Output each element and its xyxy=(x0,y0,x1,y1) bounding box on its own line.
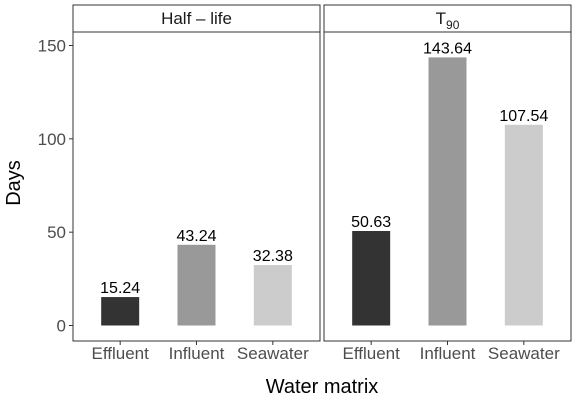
data-label: 43.24 xyxy=(176,228,216,245)
data-label: 143.64 xyxy=(423,40,472,57)
x-tick-label: Effluent xyxy=(343,344,401,363)
x-axis-title: Water matrix xyxy=(266,376,379,398)
x-tick-label: Seawater xyxy=(488,344,560,363)
bar-influent xyxy=(177,244,216,326)
panel-title-half-life: Half – life xyxy=(161,9,232,28)
data-label: 107.54 xyxy=(499,108,548,125)
y-tick-labels: 0 50 100 150 xyxy=(38,37,66,336)
data-label: 32.38 xyxy=(253,248,293,265)
x-tick-label: Influent xyxy=(169,344,225,363)
bar-influent xyxy=(428,57,467,326)
panel-half-life-x-ticks: Effluent Influent Seawater xyxy=(92,341,309,363)
bar-seawater xyxy=(504,124,543,326)
bar-effluent xyxy=(101,297,140,326)
panel-strip-t90 xyxy=(323,4,572,33)
data-label: 50.63 xyxy=(351,214,391,231)
y-tick-marks xyxy=(69,45,73,326)
bar-effluent xyxy=(352,230,391,326)
bar-seawater xyxy=(253,265,292,326)
x-tick-label: Influent xyxy=(420,344,476,363)
panel-half-life: Half – life 15.24 43.24 32.38 Effluent Infl… xyxy=(72,4,321,363)
y-tick-label: 0 xyxy=(57,317,66,336)
panel-half-life-bars: 15.24 43.24 32.38 xyxy=(100,228,293,326)
x-tick-label: Seawater xyxy=(237,344,309,363)
panel-t90: T90 50.63 143.64 107.54 Effluent Influent Se… xyxy=(323,4,572,363)
y-tick-label: 100 xyxy=(38,130,66,149)
panel-t90-bars: 50.63 143.64 107.54 xyxy=(351,40,548,326)
y-tick-label: 50 xyxy=(47,223,66,242)
panel-title-t90-subscript: 90 xyxy=(446,18,460,32)
data-label: 15.24 xyxy=(100,280,140,297)
panel-t90-x-ticks: Effluent Influent Seawater xyxy=(343,341,560,363)
panel-title-t90: T90 xyxy=(436,9,460,32)
y-tick-label: 150 xyxy=(38,37,66,56)
y-axis-title: Days xyxy=(3,160,25,206)
panel-strip-half-life xyxy=(72,4,321,33)
panel-title-t90-main: T xyxy=(436,9,446,28)
x-tick-label: Effluent xyxy=(92,344,150,363)
